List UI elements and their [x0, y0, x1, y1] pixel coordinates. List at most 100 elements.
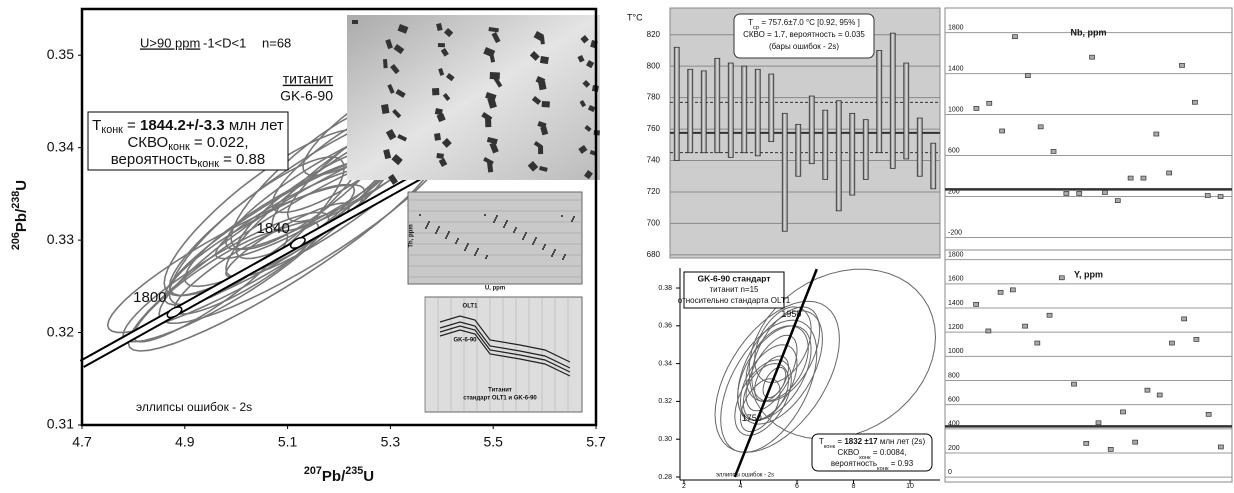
error-ellipse	[714, 300, 840, 453]
point	[1153, 131, 1160, 137]
x-axis-label: 207Pb/235U	[304, 465, 374, 485]
point	[1218, 444, 1224, 450]
text-part: конк	[101, 124, 123, 136]
point	[1089, 54, 1095, 60]
inset-dot	[573, 216, 575, 218]
point	[1192, 99, 1198, 105]
inset-dot	[551, 255, 553, 257]
text-part: конк	[877, 466, 889, 472]
title-box	[683, 271, 785, 309]
inset-dot	[524, 234, 526, 236]
x-tick-label: 4	[739, 483, 743, 488]
range-bar	[714, 57, 721, 154]
text-part: Pb/	[322, 468, 346, 485]
y-axis-label: T°C	[627, 12, 643, 22]
annotation: вероятностьконк = 0.93	[831, 459, 914, 471]
y-tick-label: 820	[647, 30, 661, 39]
point	[986, 100, 993, 106]
point	[1205, 411, 1212, 417]
age-label: 1800	[133, 289, 166, 306]
annotation: Tконк = 1832 ±17 млн лет (2s)	[819, 437, 926, 449]
y-tick-label: 400	[948, 421, 960, 428]
grain	[397, 23, 409, 34]
age-label: 1840	[257, 220, 290, 237]
point	[1140, 175, 1147, 181]
inset-dot	[506, 220, 508, 222]
y-tick-label: 0.38	[658, 285, 672, 292]
inset-dot	[543, 246, 545, 248]
title: относительно стандарта OLT1	[678, 296, 791, 305]
point	[973, 106, 980, 111]
age-label: 1950	[781, 309, 801, 319]
error-ellipse	[122, 211, 330, 343]
point	[1095, 420, 1102, 426]
grain	[540, 125, 549, 136]
mineral: титанит	[283, 71, 334, 87]
title: GK-6-90 стандарт	[697, 273, 770, 283]
text-part: конк	[859, 455, 871, 461]
y-tick-label: 600	[948, 397, 960, 404]
y-tick-label: 800	[647, 61, 661, 70]
inset-dot	[466, 245, 468, 247]
inset-text: GK-6-90	[453, 338, 477, 344]
grain	[443, 28, 454, 38]
point	[1204, 193, 1211, 198]
error-ellipse	[754, 306, 812, 384]
range-bar	[889, 32, 896, 169]
y-tick-label: 0.35	[47, 46, 74, 62]
inset-text: Th, ppm	[409, 224, 415, 247]
point	[1107, 447, 1114, 452]
error-note: эллипсы ошибок - 2s	[136, 400, 252, 414]
concordia	[733, 268, 818, 478]
error-ellipse	[168, 156, 345, 306]
text-part: 206	[10, 232, 22, 250]
range-bar	[808, 95, 815, 165]
grain	[527, 161, 539, 172]
error-ellipse	[745, 334, 798, 412]
point	[1166, 170, 1173, 176]
grain	[436, 112, 446, 123]
grain	[434, 133, 441, 141]
inset-dot	[438, 226, 440, 228]
text-part: = 0.93	[889, 459, 914, 468]
y-tick-label: 1000	[948, 348, 964, 355]
grain	[385, 38, 393, 50]
range-bar	[835, 100, 842, 212]
inset-dot	[437, 228, 439, 230]
inset-dot	[534, 239, 536, 241]
grain	[541, 101, 550, 108]
text-part: 238	[10, 191, 22, 209]
y-tick-label: 780	[647, 93, 661, 102]
sample: GK-6-90	[280, 88, 333, 104]
text-part: СКВО	[127, 134, 168, 151]
text-part: конк	[197, 158, 219, 170]
y-tick-label: 760	[647, 124, 661, 133]
x-tick-label: 5.7	[586, 434, 606, 450]
range-bar	[862, 119, 869, 180]
text-part: 1832 ±17	[844, 437, 878, 446]
grain	[436, 23, 443, 31]
point	[1179, 63, 1185, 68]
title: Y, ppm	[1074, 269, 1103, 279]
y-tick-label: 0.32	[658, 398, 672, 405]
title: U>90 ppm	[140, 35, 200, 50]
inset-dot	[522, 238, 524, 240]
inset-dot	[554, 249, 556, 251]
text-part: (бары ошибок - 2s)	[769, 42, 839, 51]
y-tick-label: 1600	[948, 276, 964, 283]
inset-dot	[445, 237, 447, 239]
grain	[434, 108, 443, 116]
inset-dot	[476, 250, 478, 252]
inset-dot	[426, 225, 428, 227]
grain	[393, 43, 405, 55]
age-marker	[166, 306, 183, 319]
point	[1120, 409, 1126, 415]
error-ellipse	[739, 378, 781, 433]
annotation-box	[87, 111, 289, 171]
grain	[578, 145, 588, 154]
grain	[488, 26, 499, 33]
point	[1217, 194, 1224, 199]
inset-dot	[564, 254, 566, 256]
x-tick-label: 8	[852, 483, 856, 488]
